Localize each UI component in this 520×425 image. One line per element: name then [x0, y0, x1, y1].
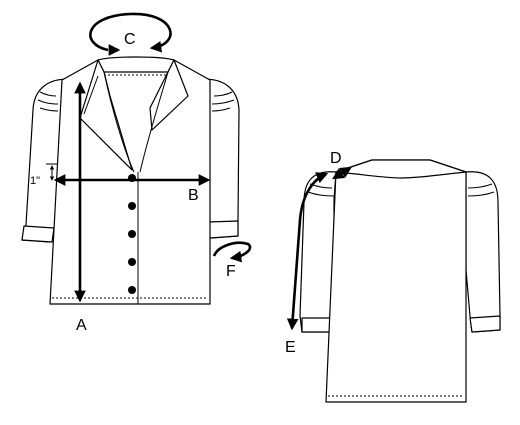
back-left-cuff	[301, 317, 331, 333]
measure-line-d	[332, 166, 352, 180]
label-f: F	[226, 263, 236, 280]
back-collar	[335, 159, 467, 179]
measure-loop-f	[212, 241, 252, 263]
measure-line-e	[286, 172, 329, 331]
front-left-cuff	[21, 225, 55, 243]
button-4	[128, 258, 136, 266]
button-5	[128, 286, 136, 294]
right-lapel	[149, 59, 189, 131]
measure-loop-c	[89, 12, 172, 53]
label-offset: 1"	[30, 175, 40, 187]
front-collar	[97, 56, 175, 73]
back-right-cuff	[469, 315, 501, 333]
label-d: D	[330, 150, 342, 167]
back-body	[325, 159, 467, 403]
label-c: C	[124, 31, 136, 48]
label-e: E	[285, 339, 296, 356]
label-b: B	[188, 187, 199, 204]
button-3	[128, 230, 136, 238]
back-right-sleeve	[465, 171, 501, 333]
front-right-cuff	[207, 220, 239, 239]
button-2	[128, 202, 136, 210]
back-view-blouse	[299, 159, 501, 403]
label-a: A	[76, 317, 87, 334]
